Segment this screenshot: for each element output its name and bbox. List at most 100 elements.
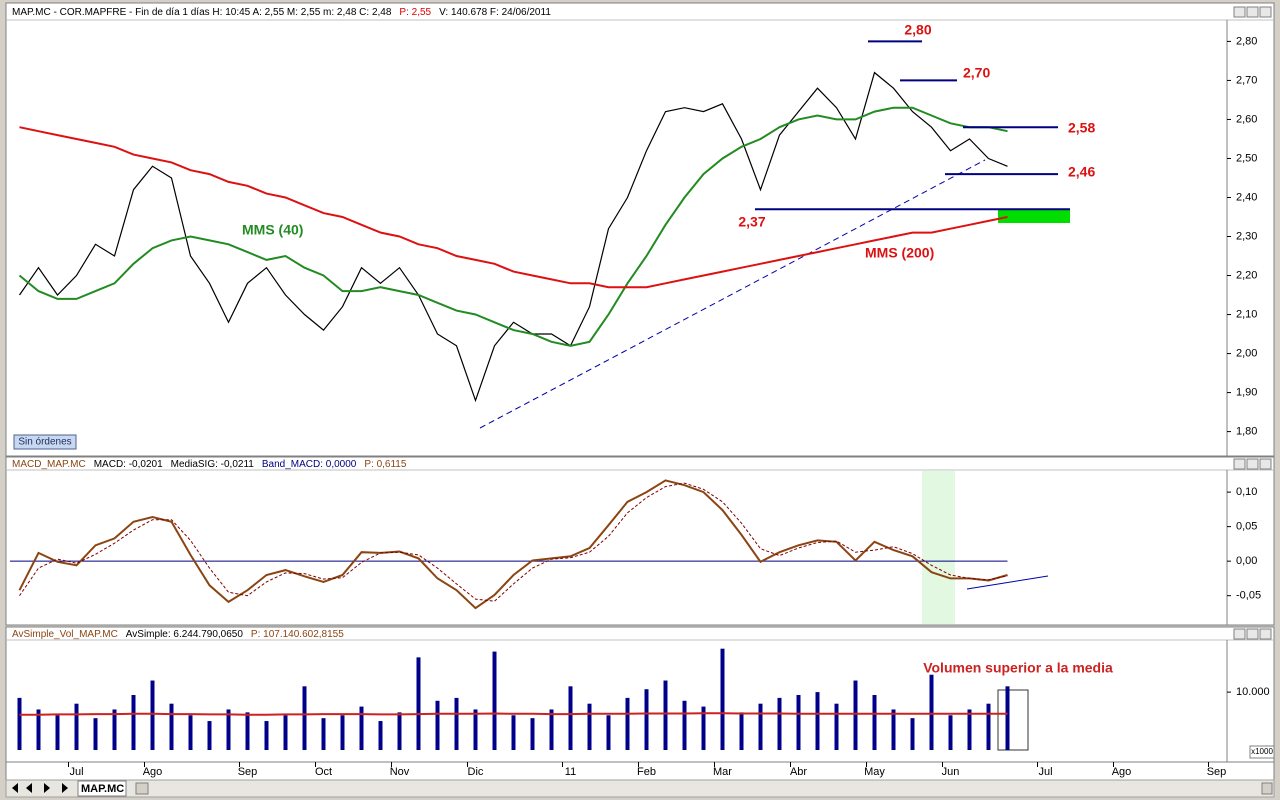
volume-bar: [340, 715, 345, 750]
header-item: P: 0,6115: [364, 459, 407, 470]
header-item: MACD: -0,0201: [94, 459, 163, 470]
volume-bar: [131, 695, 136, 750]
nav-first[interactable]: [12, 783, 18, 793]
x-tick-label: Dic: [468, 766, 484, 778]
y-tick-label: 2,30: [1236, 230, 1257, 242]
y-tick-label: 10.000: [1236, 686, 1270, 698]
y-tick-label: 2,20: [1236, 269, 1257, 281]
x-tick-label: Oct: [315, 766, 332, 778]
volume-bar: [815, 692, 820, 750]
volume-bar: [283, 715, 288, 750]
y-unit: x1000: [1251, 747, 1273, 756]
volume-bar: [530, 718, 535, 750]
x-tick-label: Nov: [390, 766, 410, 778]
x-tick-label: May: [864, 766, 885, 778]
header-item: P: 2,55: [399, 7, 431, 18]
volume-bar: [568, 686, 573, 750]
button[interactable]: [1259, 458, 1272, 470]
x-tick-label: Sep: [238, 766, 258, 778]
volume-bar: [663, 680, 668, 750]
volume-bar: [720, 648, 725, 750]
volume-bar: [948, 715, 953, 750]
orders-button[interactable]: [13, 434, 77, 450]
volume-bar: [397, 712, 402, 750]
panel-header: AvSimple_Vol_MAP.MC AvSimple: 6.244.790,0…: [12, 629, 344, 640]
level-label: 2,37: [738, 214, 765, 230]
button[interactable]: [1233, 6, 1246, 18]
button[interactable]: [1259, 628, 1272, 640]
volume-bar: [169, 703, 174, 750]
highlight: [922, 471, 955, 624]
volume-bar: [511, 715, 516, 750]
volume-bar: [967, 709, 972, 750]
volume-bar: [359, 706, 364, 750]
volume-bar: [93, 718, 98, 750]
volume-bar: [739, 712, 744, 750]
button[interactable]: [1259, 6, 1272, 18]
header-item: AvSimple_Vol_MAP.MC: [12, 629, 118, 640]
series-label: MMS (200): [865, 245, 934, 261]
level-label: 2,58: [1068, 120, 1095, 136]
panel-header: MAP.MC - COR.MAPFRE - Fin de día 1 días …: [12, 7, 551, 18]
volume-bar: [302, 686, 307, 750]
panel-buttons[interactable]: [1233, 6, 1272, 640]
tab-label[interactable]: MAP.MC: [81, 783, 124, 795]
button[interactable]: [1246, 458, 1259, 470]
header-item: P: 107.140.602,8155: [251, 629, 344, 640]
y-tick-label: 2,10: [1236, 308, 1257, 320]
volume-panel: [5, 626, 1275, 763]
header-item: AvSimple: 6.244.790,0650: [126, 629, 244, 640]
volume-bar: [891, 709, 896, 750]
volume-box: [997, 689, 1029, 751]
scroll-left[interactable]: [135, 782, 149, 795]
volume-bar: [188, 715, 193, 750]
trend-line: [966, 575, 1049, 590]
volume-bar: [682, 700, 687, 750]
button[interactable]: [1246, 6, 1259, 18]
volume-bar: [74, 703, 79, 750]
trend-line: [479, 159, 986, 429]
level-label: 2,70: [963, 65, 990, 81]
volume-bar: [796, 695, 801, 750]
nav-arrows[interactable]: [12, 783, 68, 793]
x-tick-label: Mar: [713, 766, 732, 778]
volume-bar: [264, 721, 269, 750]
orders-button-label[interactable]: Sin órdenes: [18, 437, 71, 448]
volume-bar: [207, 721, 212, 750]
scrollbar: [5, 779, 1275, 798]
volume-bar: [416, 657, 421, 750]
volume-bar: [454, 697, 459, 750]
tab[interactable]: [77, 780, 127, 797]
volume-bar: [701, 706, 706, 750]
volume-bar: [112, 709, 117, 750]
series-line: [19, 712, 1008, 716]
series-line: [18, 479, 1008, 610]
y-tick-label: 1,80: [1236, 425, 1257, 437]
volume-bar: [644, 689, 649, 750]
x-tick-label: Ago: [1112, 766, 1132, 778]
button[interactable]: [1233, 628, 1246, 640]
y-tick-label: 2,50: [1236, 152, 1257, 164]
button[interactable]: [1246, 628, 1259, 640]
volume-bar: [245, 712, 250, 750]
unit-box: [1249, 745, 1275, 759]
y-tick-label: 2,80: [1236, 35, 1257, 47]
volume-bar: [929, 674, 934, 750]
x-tick-label: Ago: [143, 766, 163, 778]
nav-last[interactable]: [62, 783, 68, 793]
volume-bar: [587, 703, 592, 750]
nav-next[interactable]: [44, 783, 50, 793]
volume-bar: [150, 680, 155, 750]
y-tick-label: 1,90: [1236, 386, 1257, 398]
x-tick-label: Sep: [1207, 766, 1227, 778]
scroll-right[interactable]: [1261, 782, 1273, 795]
header-item: MAP.MC - COR.MAPFRE - Fin de día 1 días …: [12, 7, 392, 18]
volume-bar: [834, 703, 839, 750]
volume-bar: [378, 721, 383, 750]
series-line: [19, 71, 1008, 403]
volume-bar: [17, 697, 22, 750]
button[interactable]: [1233, 458, 1246, 470]
nav-prev[interactable]: [26, 783, 32, 793]
volume-bar: [777, 697, 782, 750]
